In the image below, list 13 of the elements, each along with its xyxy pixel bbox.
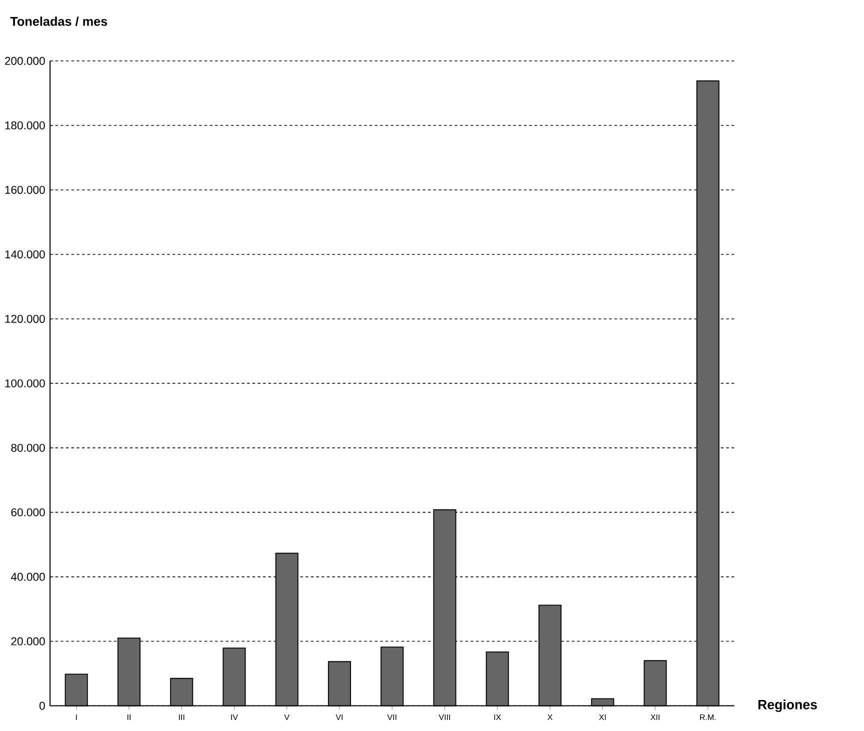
y-tick-label: 200.000 — [5, 57, 45, 66]
y-tick-label: 140.000 — [5, 250, 45, 258]
y-tick-label: 80.000 — [11, 444, 45, 452]
y-tick-label: 60.000 — [11, 508, 45, 516]
y-tick-label: 160.000 — [5, 186, 45, 194]
y-tick-label: 100.000 — [5, 379, 45, 388]
y-tick-label: 20.000 — [11, 637, 45, 646]
x-axis-title: Regiones — [758, 700, 817, 712]
y-tick-label: 40.000 — [10, 572, 45, 581]
y-tick-label: 120.000 — [5, 314, 45, 323]
y-axis-title: Toneladas / mes — [10, 16, 108, 26]
y-tick-label: 0 — [39, 702, 45, 710]
y-tick-label: 180.000 — [5, 122, 45, 130]
